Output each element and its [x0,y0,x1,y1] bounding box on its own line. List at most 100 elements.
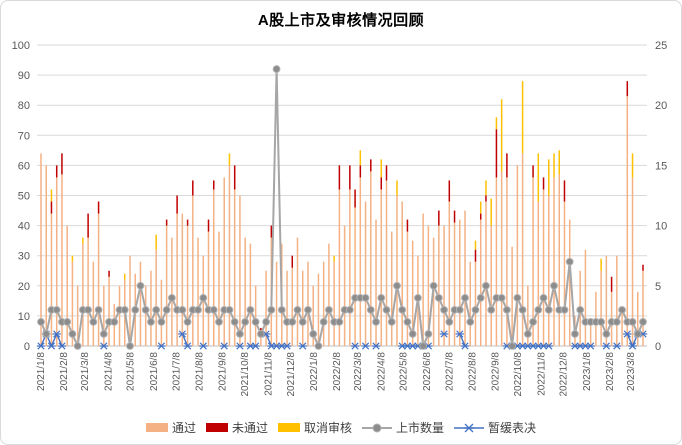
listed-count-marker [194,305,202,314]
pass-bar [307,261,309,346]
pass-bar [165,225,168,346]
listed-count-marker [403,318,412,326]
listed-count-marker [539,293,548,302]
fail-bar [176,195,178,214]
listed-count-marker [325,305,333,314]
listed-count-marker [461,293,469,302]
cancel-bar [124,273,126,280]
pass-bar [338,189,341,346]
postponed-asterisk-marker [623,330,632,338]
fail-bar [474,249,477,262]
listed-count-marker [518,305,527,314]
cancel-bar [82,237,84,244]
pass-bar [642,270,644,346]
x-axis-tick-label: 2022/1/8 [309,352,320,391]
pass-bar [401,201,403,346]
left-axis-tick-label: 30 [18,251,30,263]
listed-count-marker [225,305,234,314]
listed-count-marker [277,305,286,314]
listed-count-marker [487,305,496,314]
pass-bar [171,237,173,346]
listed-count-marker [262,318,270,326]
legend-item-listed: 上市数量 [362,419,444,436]
cancel-bar [155,234,157,250]
x-axis-tick-label: 2023/2/8 [605,352,616,391]
left-axis-tick-label: 20 [18,281,30,293]
postponed-line [459,333,466,347]
listed-count-marker [84,305,93,314]
cancel-bar [50,189,53,202]
pass-bar [506,177,508,346]
listed-count-marker [288,318,297,326]
pass-bar [558,174,560,346]
line-circle-marker-icon [362,423,392,432]
pass-bar [422,213,424,346]
listed-count-marker [126,342,134,350]
cancel-bar [228,153,231,166]
listed-count-marker [199,293,208,302]
legend-item-cancel: 取消审核 [277,419,352,436]
pass-bar [474,261,477,346]
pass-bar [621,309,623,346]
listed-count-marker [335,318,344,326]
listed-count-marker [387,318,396,326]
fail-bar [385,165,388,181]
pass-bar [626,96,629,346]
pass-bar [103,285,105,346]
postponed-asterisk-marker [586,342,595,350]
listed-count-marker [215,318,223,326]
pass-bar [464,210,466,346]
pass-bar [490,225,492,346]
listed-count-marker [63,318,72,326]
x-axis-tick-label: 2022/10/8 [513,352,524,397]
pass-bar [500,171,503,346]
listed-count-marker [52,305,61,314]
listed-count-marker [236,330,244,338]
left-axis-tick-label: 50 [18,191,30,203]
postponed-asterisk-marker [350,342,360,350]
pass-bar [616,255,618,346]
cancel-bar [485,180,487,196]
cancel-bar [333,255,335,262]
listed-count-marker [37,318,45,326]
pass-bar [244,237,246,346]
listed-count-marker [319,318,328,326]
right-axis-tick-label: 10 [655,221,667,233]
fail-bar [532,165,534,178]
pass-bar [631,177,634,346]
listed-count-marker [167,293,176,302]
pass-bar [396,195,398,346]
cancel-bar [474,240,477,250]
postponed-line [50,333,58,347]
pass-bar [375,219,377,346]
listed-count-marker [523,330,532,338]
postponed-line [626,333,634,347]
chart-title: A股上市及审核情况回顾 [257,12,425,29]
postponed-asterisk-marker [612,342,622,350]
fail-bar [212,180,215,190]
listed-count-marker [466,318,475,326]
pass-bar [542,189,545,346]
postponed-asterisk-marker [439,330,449,338]
fail-bar [349,165,351,190]
postponed-asterisk-marker [36,342,46,350]
pass-bar [223,177,225,346]
pass-bar [218,231,220,346]
listed-count-marker [183,318,192,326]
fail-bar [542,177,545,190]
postponed-asterisk-marker [628,342,637,350]
listed-count-marker [120,305,129,314]
cancel-swatch-icon [277,423,300,432]
x-axis-tick-label: 2021/12/8 [286,352,297,397]
fail-bar [291,255,294,268]
pass-bar [333,261,335,346]
fail-bar [165,219,168,226]
listed-count-marker [94,305,103,314]
pass-bar [317,273,320,346]
pass-bar [359,177,362,346]
pass-bar [71,261,74,346]
pass-bar [438,225,440,346]
listed-count-marker [612,318,621,326]
